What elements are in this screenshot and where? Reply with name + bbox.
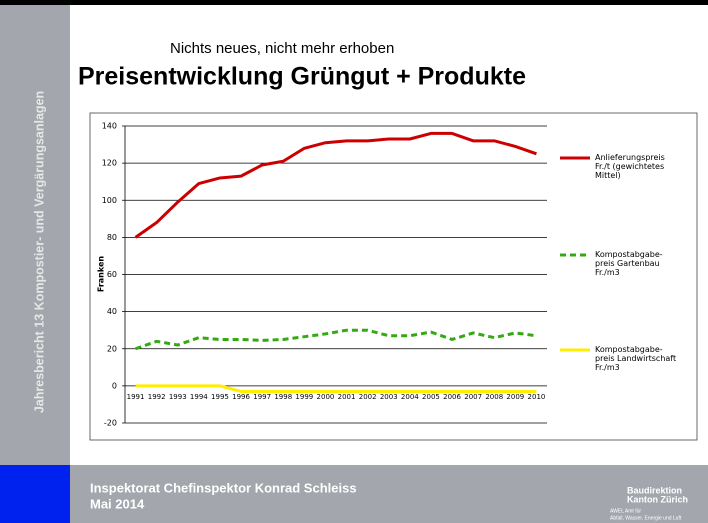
x-tick-label: 1992 bbox=[148, 393, 166, 401]
legend-label: Anlieferungspreis Fr./t (gewichtetes Mit… bbox=[595, 153, 665, 180]
x-tick-label: 1993 bbox=[169, 393, 187, 401]
logo-text: Baudirektion bbox=[627, 485, 682, 495]
x-tick-label: 2006 bbox=[443, 393, 461, 401]
y-tick-label: 0 bbox=[112, 381, 117, 390]
x-tick-label: 2008 bbox=[485, 393, 503, 401]
series-line bbox=[134, 131, 537, 239]
y-tick-label: 20 bbox=[107, 344, 117, 353]
series-line bbox=[135, 328, 537, 351]
y-tick-label: 140 bbox=[102, 122, 117, 131]
logo-text: AWEL Amt für bbox=[610, 508, 641, 514]
y-tick-label: 120 bbox=[102, 159, 117, 168]
footer-line: Mai 2014 bbox=[90, 496, 145, 511]
x-tick-label: 2009 bbox=[506, 393, 524, 401]
x-tick-label: 2003 bbox=[380, 393, 398, 401]
x-tick-label: 1991 bbox=[127, 393, 145, 401]
blue-square bbox=[0, 465, 70, 523]
x-tick-label: 2005 bbox=[422, 393, 440, 401]
y-tick-label: 60 bbox=[107, 270, 117, 279]
x-tick-label: 2000 bbox=[317, 393, 335, 401]
x-tick-label: 2002 bbox=[359, 393, 377, 401]
y-tick-label: 80 bbox=[107, 233, 117, 242]
x-tick-label: 2010 bbox=[528, 393, 546, 401]
sidebar bbox=[0, 5, 70, 465]
y-tick-label: -20 bbox=[104, 419, 117, 428]
top-border bbox=[0, 0, 708, 5]
subtitle: Nichts neues, nicht mehr erhoben bbox=[170, 40, 394, 57]
x-tick-label: 1997 bbox=[253, 393, 271, 401]
y-tick-label: 40 bbox=[107, 307, 117, 316]
legend-label: Kompostabgabe- preis Gartenbau Fr./m3 bbox=[595, 250, 663, 277]
x-tick-label: 1994 bbox=[190, 393, 208, 401]
footer-line: Inspektorat Chefinspektor Konrad Schleis… bbox=[90, 480, 357, 495]
x-tick-label: 2007 bbox=[464, 393, 482, 401]
x-tick-label: 1996 bbox=[232, 393, 250, 401]
x-tick-label: 2001 bbox=[338, 393, 356, 401]
logo-text: Kanton Zürich bbox=[627, 494, 688, 504]
y-tick-label: 100 bbox=[102, 196, 117, 205]
series-line bbox=[135, 384, 537, 393]
x-tick-label: 1999 bbox=[295, 393, 313, 401]
logo-text: Abfall, Wasser, Energie und Luft bbox=[610, 515, 682, 521]
footer-band bbox=[70, 465, 708, 523]
sidebar-text: Jahresbericht 13 Kompostier- und Vergäru… bbox=[32, 91, 46, 413]
title: Preisentwicklung Grüngut + Produkte bbox=[78, 63, 526, 91]
x-tick-label: 2004 bbox=[401, 393, 419, 401]
x-tick-label: 1995 bbox=[211, 393, 229, 401]
y-axis-label: Franken bbox=[97, 256, 106, 293]
x-tick-label: 1998 bbox=[274, 393, 292, 401]
legend-label: Kompostabgabe- preis Landwirtschaft Fr./… bbox=[595, 345, 677, 372]
